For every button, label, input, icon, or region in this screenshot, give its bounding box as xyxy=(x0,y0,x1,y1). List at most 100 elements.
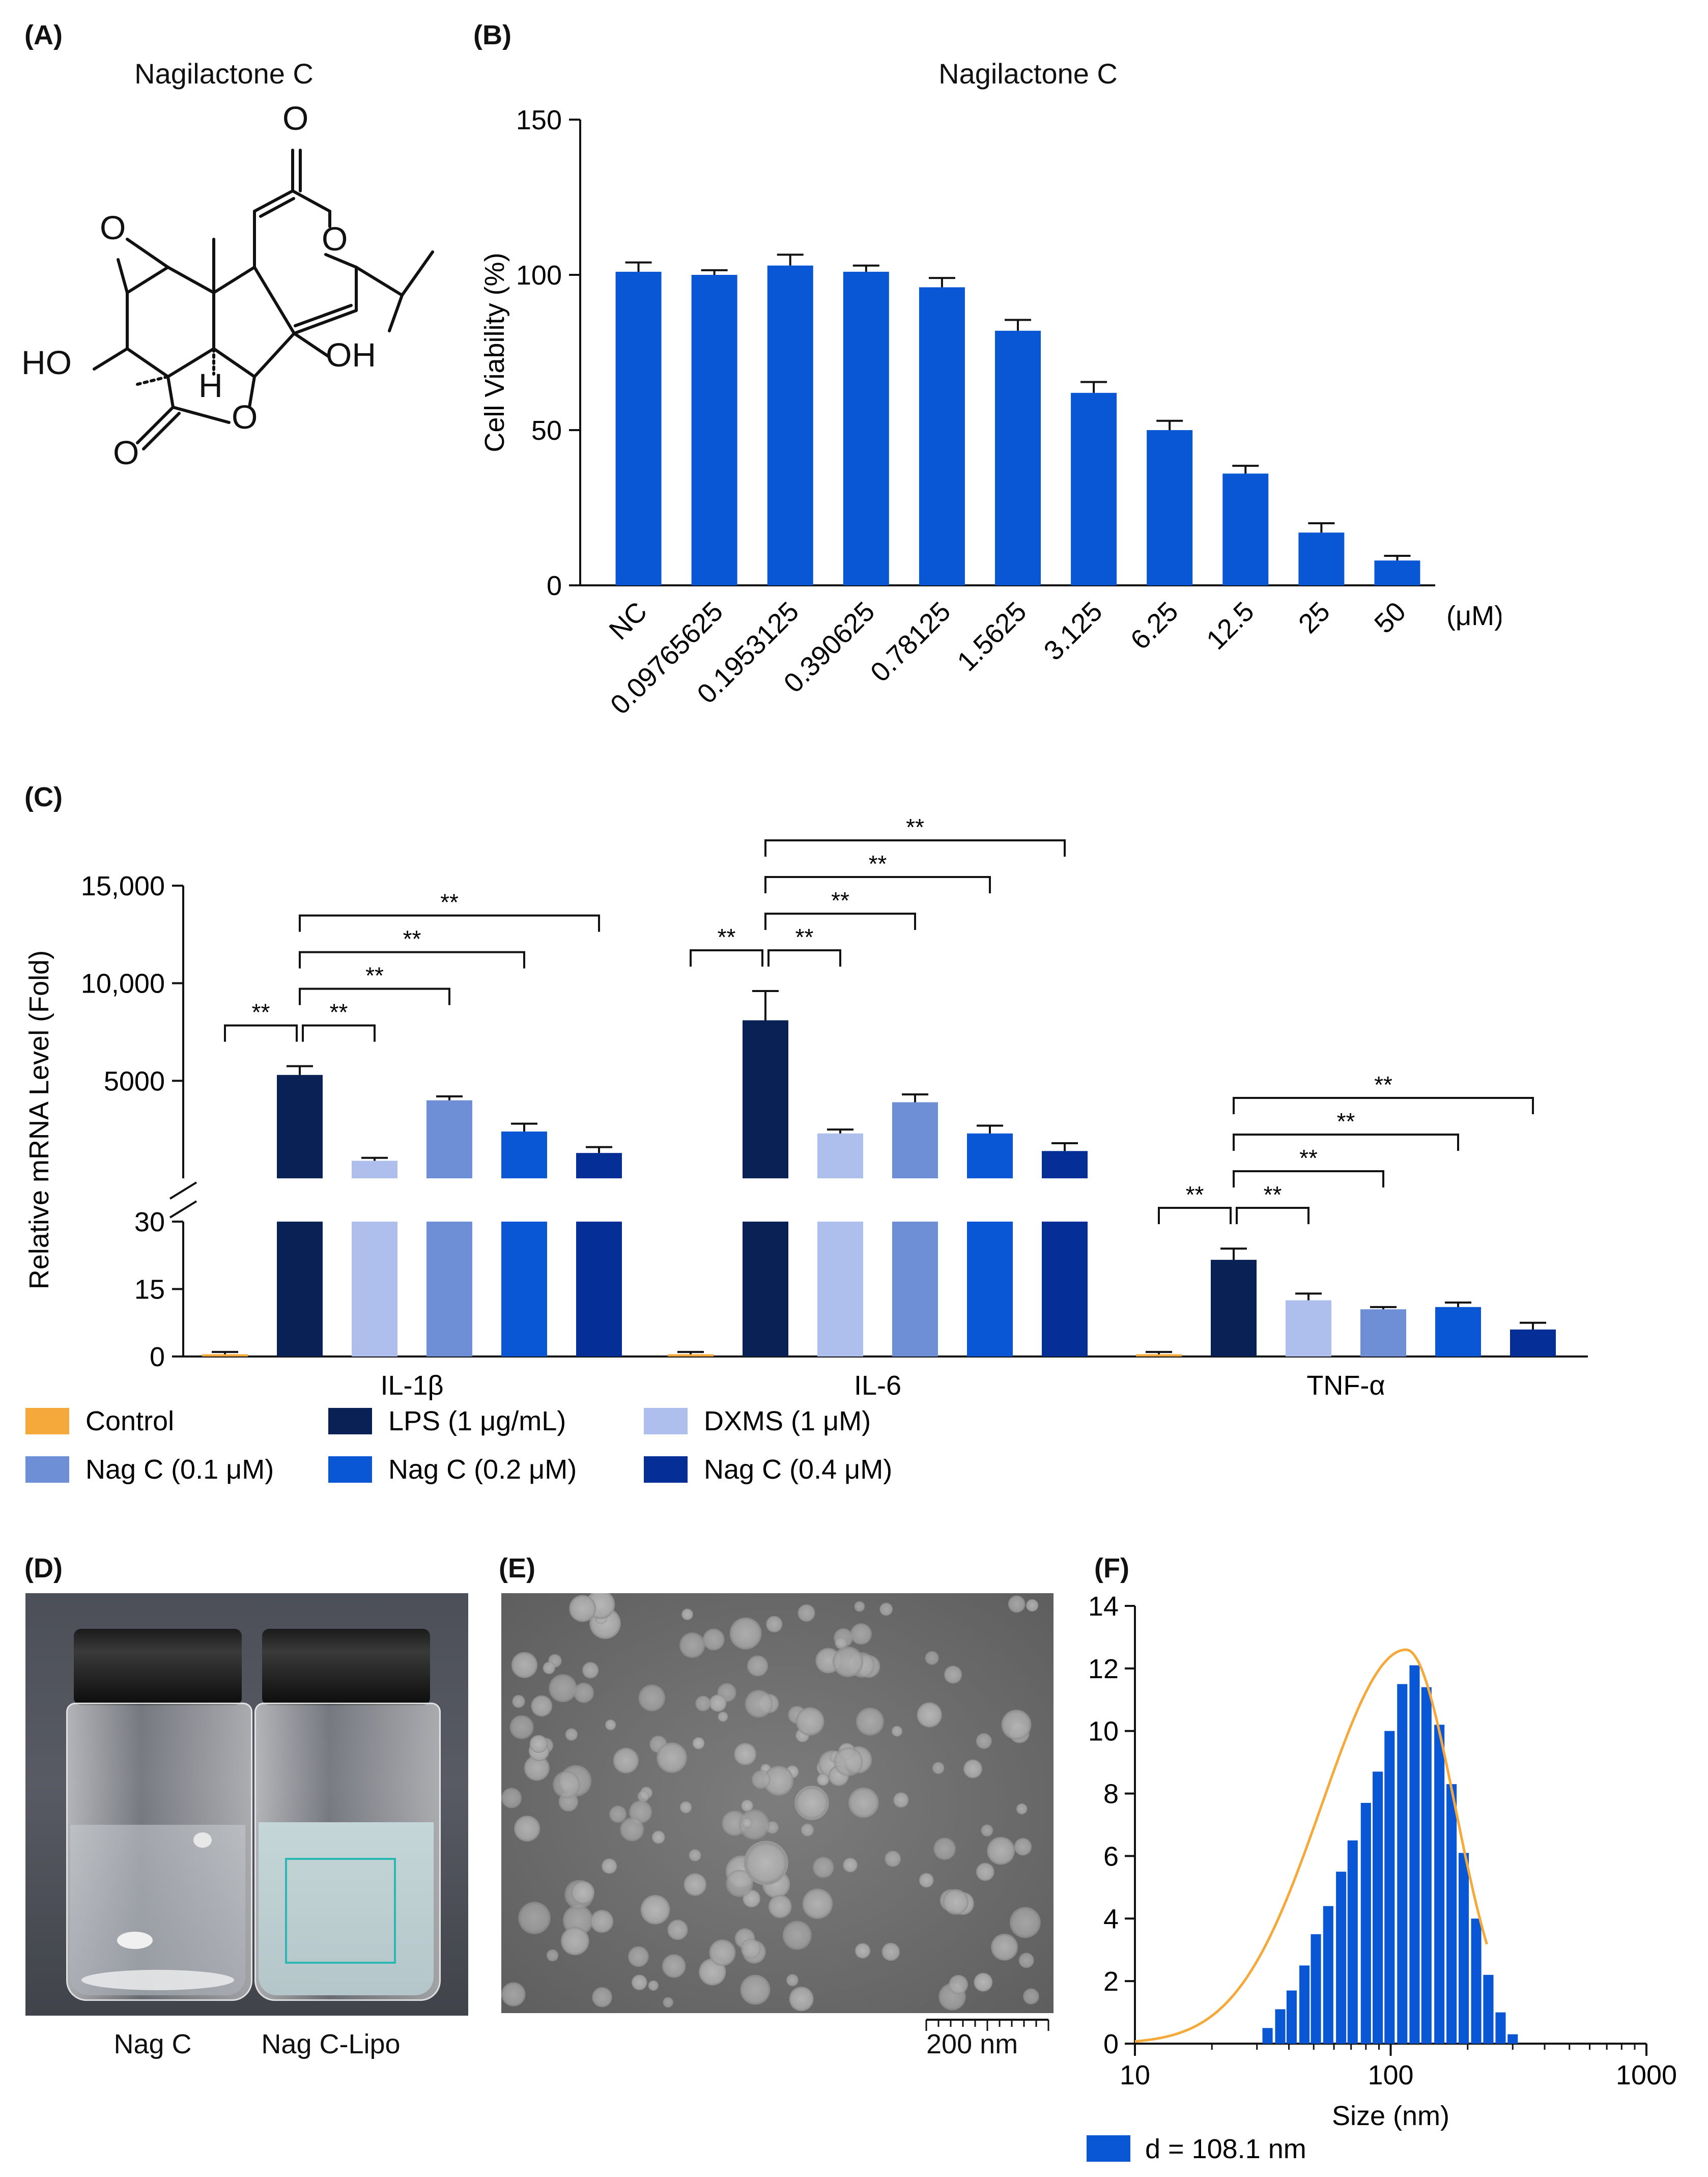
significance-bracket xyxy=(299,951,525,969)
precipitate-particle xyxy=(193,1832,212,1848)
vesicle xyxy=(766,1616,783,1633)
significance-bracket xyxy=(1158,1207,1232,1224)
x-tick-label: NC xyxy=(603,596,653,646)
bar xyxy=(1211,1260,1257,1356)
vesicle xyxy=(848,1787,879,1818)
vesicle xyxy=(752,1770,771,1789)
vesicle xyxy=(509,1715,534,1739)
histogram-bar xyxy=(1262,2028,1273,2044)
x-tick-label: 6.25 xyxy=(1125,596,1184,656)
bar xyxy=(1071,392,1117,585)
legend-swatch xyxy=(328,1408,372,1434)
vesicle xyxy=(919,1873,934,1888)
legend-label: LPS (1 μg/mL) xyxy=(388,1406,566,1436)
significance-bracket xyxy=(764,839,1066,857)
vesicle xyxy=(709,1939,736,1966)
histogram-bar xyxy=(1347,1840,1358,2044)
legend-swatch xyxy=(25,1408,69,1434)
significance-bracket xyxy=(1233,1097,1534,1114)
vesicle xyxy=(501,1788,522,1808)
histogram-bar xyxy=(1299,1965,1310,2044)
vesicle xyxy=(602,1858,617,1874)
significance-bracket xyxy=(302,1024,376,1042)
y-tick-label: 10,000 xyxy=(81,969,165,999)
vesicle xyxy=(518,1902,551,1934)
y-tick-label: 30 xyxy=(134,1207,165,1237)
vesicle xyxy=(569,1595,596,1622)
vesicle xyxy=(981,1824,993,1837)
vesicle xyxy=(1026,1599,1039,1612)
y-tick-label: 15,000 xyxy=(81,871,165,901)
vesicle xyxy=(885,1850,901,1867)
atom-o-ring: O xyxy=(322,220,348,258)
histogram-bar xyxy=(1446,1784,1457,2044)
caption-nag-c: Nag C xyxy=(113,2029,192,2059)
y-tick-label: 15 xyxy=(134,1275,165,1305)
vesicle xyxy=(553,1771,580,1798)
atom-h: H xyxy=(198,366,223,404)
atom-o-top: O xyxy=(282,99,308,137)
vial-cap-right xyxy=(262,1629,430,1705)
bar xyxy=(352,1161,397,1178)
significance-mark: ** xyxy=(1264,1181,1282,1208)
legend-swatch xyxy=(644,1456,688,1483)
vesicle xyxy=(640,1895,670,1925)
histogram-bar xyxy=(1409,1665,1420,2044)
vesicle xyxy=(679,1632,705,1658)
vesicle xyxy=(835,1637,847,1649)
vesicle xyxy=(729,1617,762,1650)
significance-mark: ** xyxy=(1299,1145,1318,1171)
vesicle xyxy=(638,1684,666,1712)
x-tick-label: 12.5 xyxy=(1201,596,1260,656)
significance-bracket xyxy=(767,949,841,967)
bar xyxy=(277,1075,323,1178)
histogram-bar xyxy=(1495,2012,1506,2044)
y-tick-label: 0 xyxy=(1103,2029,1119,2059)
atom-o-bottom: O xyxy=(113,434,139,471)
vesicle xyxy=(620,1817,644,1842)
vesicle xyxy=(592,1987,612,2008)
vesicle xyxy=(763,1766,794,1796)
x-tick-label: 3.125 xyxy=(1038,596,1108,666)
legend-label: Nag C (0.1 μM) xyxy=(86,1454,274,1485)
vesicle-large xyxy=(744,1841,788,1885)
panel-label-f: (F) xyxy=(1094,1553,1129,1584)
vesicle xyxy=(651,1830,665,1844)
atom-o-epoxide: O xyxy=(100,209,126,246)
vesicle xyxy=(1008,1595,1026,1613)
vesicle xyxy=(745,1690,773,1718)
vesicle xyxy=(1014,1837,1032,1856)
axis-break xyxy=(169,1200,197,1219)
vesicle xyxy=(801,1823,814,1836)
significance-mark: ** xyxy=(252,999,270,1026)
y-tick-label: 14 xyxy=(1088,1591,1119,1622)
bar xyxy=(1435,1307,1481,1356)
x-unit-label: (μM) xyxy=(1446,601,1501,631)
histogram-bar xyxy=(1434,1724,1445,2044)
vesicle xyxy=(571,1881,594,1905)
vesicle xyxy=(1009,1907,1041,1938)
y-tick-label: 8 xyxy=(1103,1779,1119,1810)
significance-mark: ** xyxy=(795,924,814,950)
panel-label-a: (A) xyxy=(24,20,63,50)
significance-mark: ** xyxy=(906,814,924,840)
bar xyxy=(892,1102,938,1178)
vesicle xyxy=(850,1623,872,1645)
vesicle xyxy=(944,1665,962,1684)
vesicle xyxy=(789,1987,814,2012)
precipitate-particle xyxy=(117,1932,153,1949)
panel-label-b: (B) xyxy=(473,20,511,50)
histogram-bar xyxy=(1421,1687,1432,2044)
y-tick-label: 12 xyxy=(1088,1654,1119,1684)
legend-swatch xyxy=(1087,2135,1130,2162)
vesicle xyxy=(854,1601,865,1612)
significance-bracket xyxy=(299,987,450,1005)
vesicle xyxy=(879,1602,893,1616)
vial-left-liquid xyxy=(70,1825,245,1995)
vesicle xyxy=(795,1707,824,1736)
vesicle xyxy=(734,1743,757,1765)
atom-oh: OH xyxy=(326,336,376,374)
x-tick-label: 1000 xyxy=(1616,2060,1677,2090)
histogram-bar xyxy=(1275,2009,1286,2044)
significance-bracket xyxy=(1233,1170,1384,1188)
